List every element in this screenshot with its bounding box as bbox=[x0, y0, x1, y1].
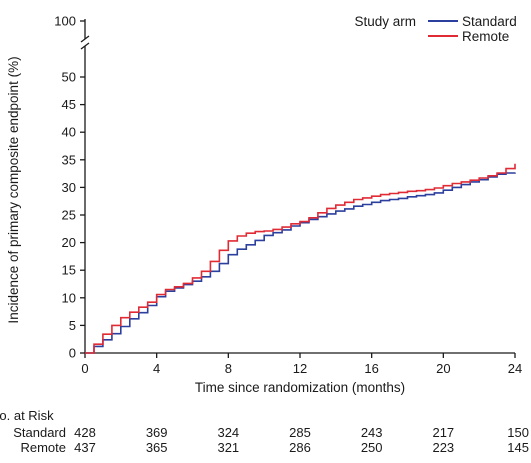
y-axis-title: Incidence of primary composite endpoint … bbox=[6, 56, 21, 323]
y-tick-label: 25 bbox=[62, 208, 76, 223]
y-tick-label: 50 bbox=[62, 70, 76, 85]
series-line-standard bbox=[85, 172, 516, 354]
legend-label-standard: Standard bbox=[462, 14, 517, 29]
risk-value: 217 bbox=[432, 425, 454, 440]
risk-value: 324 bbox=[217, 425, 239, 440]
risk-value: 250 bbox=[361, 440, 383, 455]
axis-break-mark bbox=[80, 42, 90, 50]
x-tick-label: 16 bbox=[364, 361, 378, 376]
y-tick-label: 30 bbox=[62, 180, 76, 195]
y-tick-label: 40 bbox=[62, 125, 76, 140]
risk-row-label: Remote bbox=[20, 440, 66, 455]
risk-value: 365 bbox=[146, 440, 168, 455]
y-tick-label: 100 bbox=[54, 14, 76, 29]
series-lines bbox=[85, 163, 516, 354]
risk-table-title: No. at Risk bbox=[0, 408, 54, 423]
risk-table: No. at Risk Standard 428 369 324 285 243 217 15… bbox=[0, 408, 529, 455]
risk-value: 369 bbox=[146, 425, 168, 440]
risk-value: 243 bbox=[361, 425, 383, 440]
axes: 0 4 8 12 16 20 24 0 5 10 15 20 25 30 35 40 45 50 100 bbox=[54, 14, 522, 377]
risk-value: 437 bbox=[74, 440, 96, 455]
y-tick-label: 15 bbox=[62, 263, 76, 278]
y-tick-label: 45 bbox=[62, 97, 76, 112]
risk-value: 428 bbox=[74, 425, 96, 440]
risk-value: 285 bbox=[289, 425, 311, 440]
y-tick-label: 20 bbox=[62, 235, 76, 250]
x-tick-label: 8 bbox=[225, 361, 232, 376]
series-line-remote bbox=[85, 163, 516, 354]
risk-value: 145 bbox=[507, 440, 529, 455]
legend-title: Study arm bbox=[354, 14, 416, 29]
x-tick-label: 24 bbox=[508, 361, 522, 376]
x-tick-label: 4 bbox=[153, 361, 160, 376]
x-tick-label: 12 bbox=[293, 361, 307, 376]
x-tick-label: 20 bbox=[436, 361, 450, 376]
y-tick-label: 35 bbox=[62, 152, 76, 167]
x-tick-label: 0 bbox=[81, 361, 88, 376]
risk-value: 223 bbox=[432, 440, 454, 455]
risk-value: 286 bbox=[289, 440, 311, 455]
risk-value: 321 bbox=[217, 440, 239, 455]
y-tick-label: 5 bbox=[69, 318, 76, 333]
x-axis-title: Time since randomization (months) bbox=[195, 380, 405, 395]
legend-label-remote: Remote bbox=[462, 29, 509, 44]
y-tick-label: 0 bbox=[69, 346, 76, 361]
risk-row-label: Standard bbox=[13, 425, 66, 440]
risk-value: 150 bbox=[507, 425, 529, 440]
legend: Study arm Standard Remote bbox=[354, 14, 516, 44]
y-tick-label: 10 bbox=[62, 290, 76, 305]
axis-break-mark bbox=[80, 35, 90, 43]
